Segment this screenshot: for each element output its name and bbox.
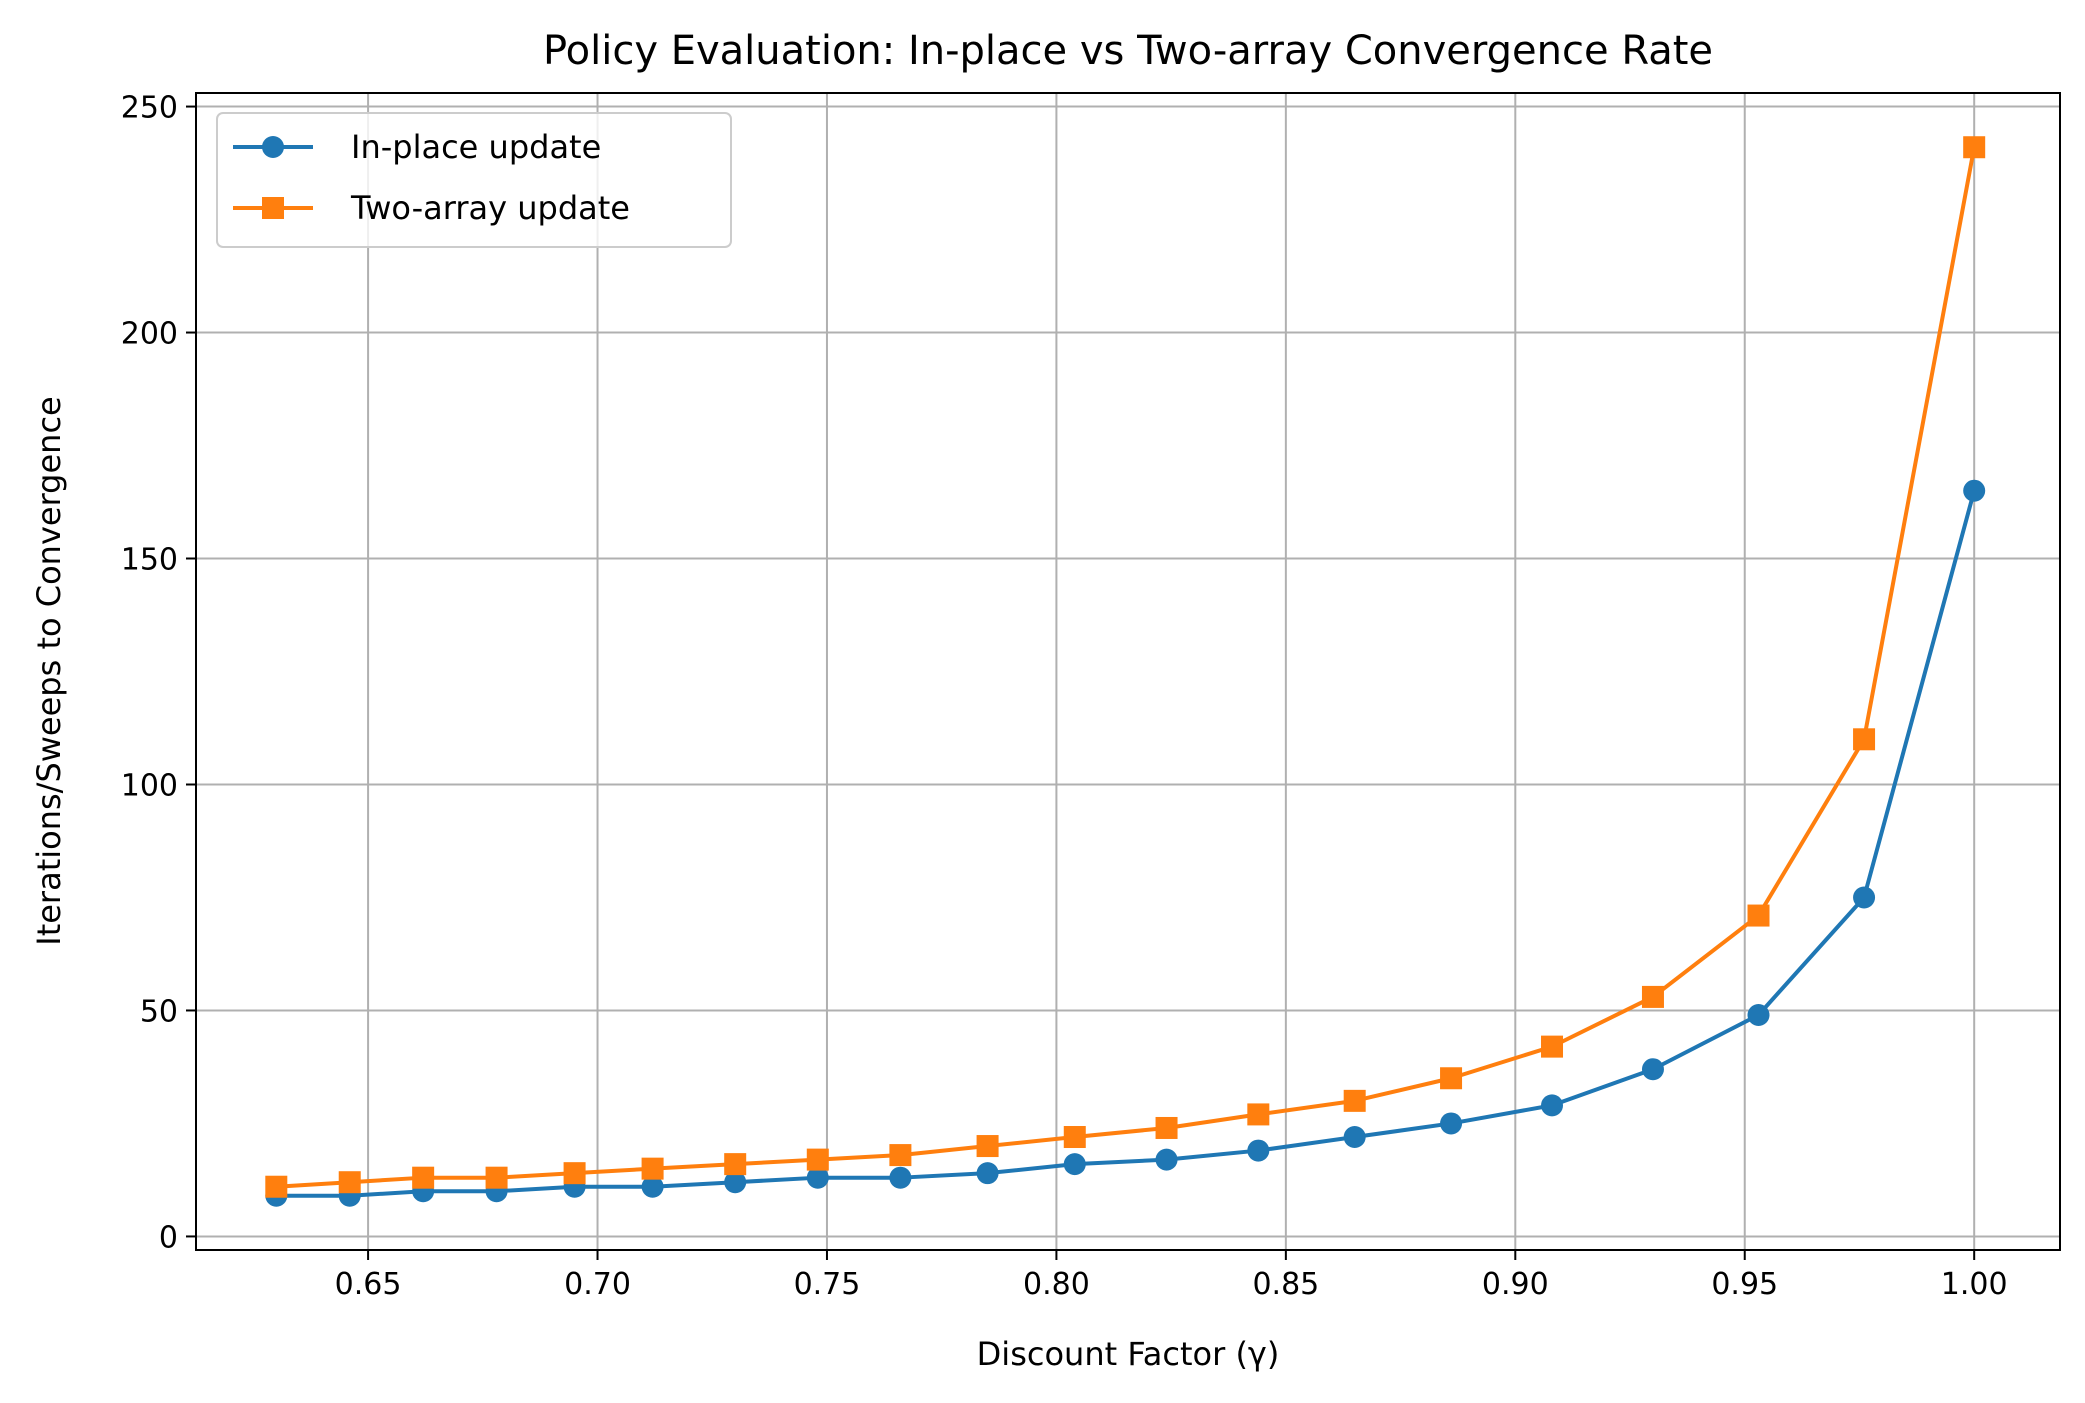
legend-label-in-place: In-place update [351, 128, 601, 166]
y-tick-label: 50 [140, 994, 178, 1029]
series-line-in-place-update [276, 490, 1977, 1198]
data-point-in-place-update [724, 1171, 747, 1194]
data-point-two-array-update [889, 1144, 912, 1167]
data-point-two-array-update [1541, 1035, 1564, 1058]
y-axis-label: Iterations/Sweeps to Convergence [30, 396, 68, 945]
plot-frame [195, 92, 2061, 1251]
data-point-two-array-update [1440, 1067, 1463, 1090]
x-tick-label: 0.90 [1482, 1267, 1549, 1302]
x-tick-label: 0.70 [564, 1267, 631, 1302]
x-tick-label: 1.00 [1941, 1267, 2008, 1302]
data-point-two-array-update [1747, 904, 1770, 927]
y-tick-label: 150 [121, 543, 178, 578]
plot-series [265, 136, 1986, 1207]
data-point-two-array-update [806, 1148, 829, 1171]
data-point-two-array-update [265, 1175, 288, 1198]
x-tick-label: 0.75 [794, 1267, 861, 1302]
x-tick-label: 0.65 [335, 1267, 402, 1302]
data-point-two-array-update [1063, 1126, 1086, 1149]
axis-ticks: 0.65 0.70 0.75 0.80 0.85 0.90 0.95 1.00 0 50 100 15… [121, 91, 2008, 1302]
legend-label-two-array: Two-array update [350, 189, 630, 227]
data-point-in-place-update [1343, 1126, 1366, 1149]
data-point-in-place-update [1747, 1003, 1770, 1026]
y-tick-label: 250 [121, 91, 178, 126]
data-point-two-array-update [1247, 1103, 1270, 1126]
legend-marker-two-array [262, 197, 284, 219]
data-point-in-place-update [1247, 1139, 1270, 1162]
data-point-in-place-update [806, 1166, 829, 1189]
data-point-two-array-update [338, 1171, 361, 1194]
data-point-two-array-update [724, 1153, 747, 1176]
data-point-in-place-update [641, 1175, 664, 1198]
data-point-in-place-update [1440, 1112, 1463, 1135]
x-tick-label: 0.80 [1023, 1267, 1090, 1302]
y-tick-label: 100 [121, 768, 178, 803]
x-tick-label: 0.95 [1711, 1267, 1778, 1302]
data-point-two-array-update [1641, 985, 1664, 1008]
data-point-two-array-update [976, 1135, 999, 1158]
x-tick-label: 0.85 [1252, 1267, 1319, 1302]
data-point-two-array-update [641, 1157, 664, 1180]
data-point-in-place-update [1641, 1058, 1664, 1081]
data-point-two-array-update [563, 1162, 586, 1185]
data-point-two-array-update [1963, 136, 1986, 159]
data-point-in-place-update [1853, 886, 1876, 909]
data-point-in-place-update [1155, 1148, 1178, 1171]
data-point-two-array-update [412, 1166, 435, 1189]
legend-marker-in-place [262, 136, 284, 158]
y-tick-label: 0 [159, 1220, 178, 1255]
chart-title: Policy Evaluation: In-place vs Two-array… [543, 28, 1713, 74]
data-point-two-array-update [1343, 1089, 1366, 1112]
data-point-in-place-update [889, 1166, 912, 1189]
data-point-two-array-update [1155, 1116, 1178, 1139]
y-tick-label: 200 [121, 317, 178, 352]
legend-box [216, 112, 732, 248]
data-point-in-place-update [1963, 479, 1986, 502]
x-axis-label: Discount Factor (γ) [977, 1335, 1280, 1373]
data-point-in-place-update [1063, 1153, 1086, 1176]
data-point-two-array-update [485, 1166, 508, 1189]
legend: In-place update Two-array update [216, 112, 732, 248]
data-point-in-place-update [1541, 1094, 1564, 1117]
data-point-two-array-update [1853, 728, 1876, 751]
data-point-in-place-update [976, 1162, 999, 1185]
series-line-two-array-update [276, 146, 1977, 1189]
